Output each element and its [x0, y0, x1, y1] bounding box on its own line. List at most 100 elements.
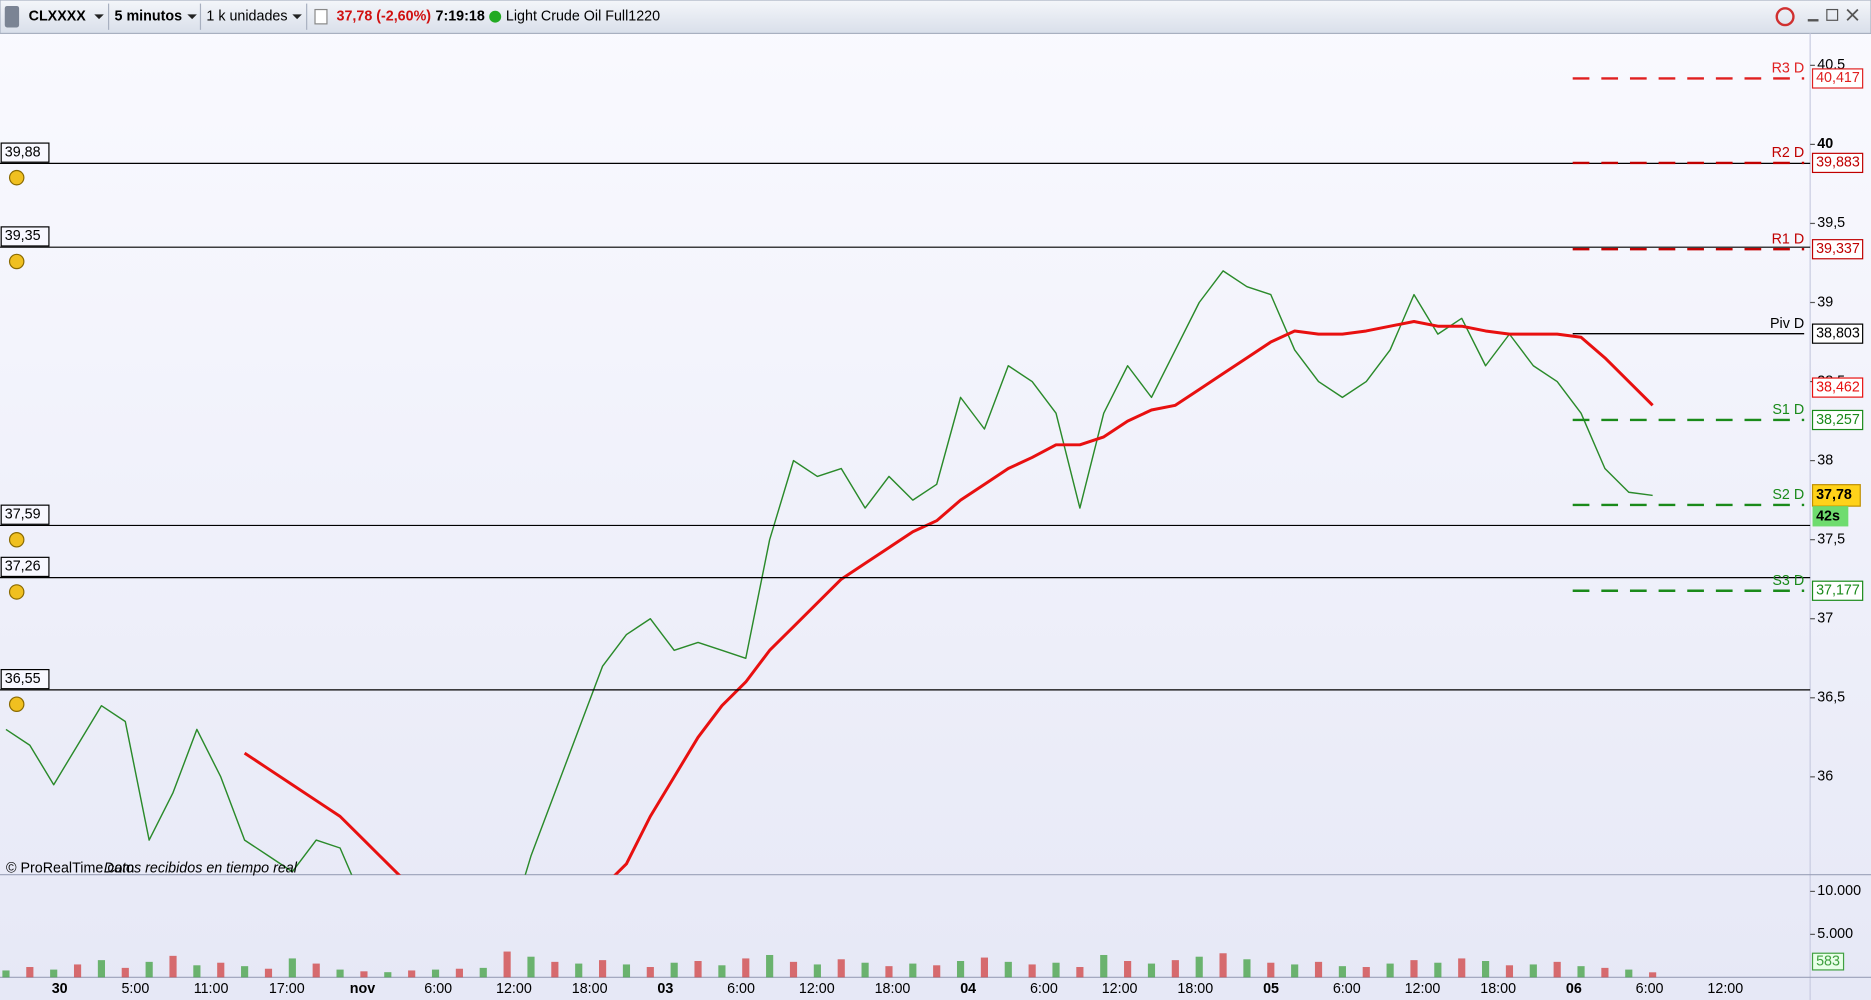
volume-bar: [670, 962, 678, 978]
volume-tick-label: 5.000: [1817, 926, 1853, 942]
volume-bar: [1028, 964, 1036, 978]
volume-bar: [1577, 966, 1585, 978]
time-tick-label: 6:00: [727, 981, 755, 997]
sync-icon[interactable]: [1775, 7, 1795, 27]
time-tick-label: 12:00: [1102, 981, 1138, 997]
volume-bar: [455, 968, 463, 978]
volume-bar: [1338, 966, 1346, 978]
dropdown-arrow: [187, 14, 197, 20]
volume-bar: [360, 971, 368, 978]
volume-bar: [885, 966, 893, 978]
alert-bell: [8, 532, 25, 548]
alert-label-box: [0, 556, 50, 578]
pivot-axis-label: 40,417: [1816, 70, 1860, 86]
units[interactable]: 1 k unidades: [206, 8, 287, 24]
time-tick-label: 05: [1263, 981, 1279, 997]
volume-bar: [1052, 962, 1060, 978]
ma-axis-box: [1811, 377, 1864, 398]
pivot-axis-box: [1811, 580, 1864, 601]
volume-bar: [1219, 953, 1227, 978]
time-tick-label: 04: [960, 981, 976, 997]
volume-bar: [527, 956, 535, 978]
alert-label: 36,55: [5, 671, 41, 687]
volume-bar: [1601, 967, 1609, 978]
volume-bar: [1004, 961, 1012, 978]
clock: 7:19:18: [436, 8, 485, 24]
volume-bar: [193, 965, 201, 978]
volume-bar: [1386, 963, 1394, 978]
volume-bar: [933, 965, 941, 978]
pivot-name: S3 D: [1772, 573, 1804, 589]
time-tick-label: 03: [657, 981, 673, 997]
minimize-button[interactable]: [1807, 19, 1819, 22]
volume-bar: [1458, 958, 1466, 978]
pivot-axis-label: 38,257: [1816, 412, 1860, 428]
volume-bar: [50, 969, 58, 978]
pivot-axis-box: [1811, 323, 1864, 344]
alert-bell: [8, 584, 25, 600]
price-tick-label: 37,5: [1817, 531, 1845, 547]
moving-average: [243, 319, 1654, 875]
volume-bar: [1625, 969, 1633, 978]
volume-bar: [956, 961, 965, 978]
symbol[interactable]: CLXXXX: [29, 8, 87, 24]
alert-label-box: [0, 142, 50, 163]
volume-bar: [336, 969, 344, 978]
instrument: Light Crude Oil Full1220: [506, 8, 660, 24]
timer-box: [1812, 506, 1849, 527]
alert-label-box: [0, 226, 50, 247]
dropdown-arrow: [94, 14, 104, 20]
menu-icon[interactable]: [4, 5, 20, 28]
volume-bar: [1076, 967, 1084, 978]
volume-last-label: 583: [1816, 953, 1840, 969]
volume-bar: [1314, 961, 1323, 978]
close-button[interactable]: [1846, 8, 1859, 21]
volume-bar: [1267, 962, 1275, 978]
toolbar: [0, 0, 1871, 35]
volume-bar: [1649, 972, 1657, 978]
volume-bar: [1171, 960, 1179, 978]
volume-bar: [694, 961, 702, 978]
price: [5, 270, 1653, 875]
volume-bar: [1243, 959, 1251, 978]
volume-bar: [837, 959, 845, 978]
price-tick-label: 37: [1817, 611, 1833, 627]
alert-label-box: [0, 669, 50, 690]
alert-bell: [8, 253, 25, 270]
volume-bar: [718, 965, 726, 978]
pivot-axis-box: [1811, 152, 1864, 174]
volume-bar: [813, 964, 821, 978]
alert-label: 37,26: [5, 559, 41, 575]
time-tick-label: 18:00: [572, 981, 608, 997]
time-tick-label: 30: [52, 981, 68, 997]
interval[interactable]: 5 minutos: [115, 8, 183, 24]
volume-bar: [909, 963, 917, 978]
pivot-name: Piv D: [1770, 316, 1804, 332]
copyright: © ProRealTime.com: [6, 861, 134, 877]
volume-bar: [217, 962, 225, 978]
restore-button[interactable]: [1826, 8, 1839, 21]
volume-bar: [1505, 965, 1514, 978]
time-tick-label: 12:00: [496, 981, 532, 997]
info-icon[interactable]: [314, 8, 328, 25]
alert-label-box: [0, 504, 50, 525]
volume-bar: [241, 966, 249, 978]
time-tick-label: 17:00: [269, 981, 305, 997]
ma-axis-label: 38,462: [1816, 379, 1860, 395]
status-dot: [489, 10, 502, 23]
price-tick-label: 36: [1817, 769, 1833, 785]
volume-last-box: [1811, 952, 1845, 971]
price-tick-label: 38: [1817, 452, 1833, 468]
time-tick-label: nov: [350, 981, 375, 997]
alert-label: 37,59: [5, 506, 41, 522]
volume-bar: [264, 968, 273, 978]
volume-bar: [503, 951, 511, 978]
volume-bar: [73, 964, 82, 978]
pivot-axis-label: 39,883: [1816, 155, 1860, 171]
volume-bar: [26, 967, 34, 978]
volume-bar: [288, 958, 296, 978]
alert-label: 39,88: [5, 144, 41, 160]
time-tick-label: 18:00: [1480, 981, 1516, 997]
alert-bell: [8, 696, 25, 712]
pivot-axis-label: 38,803: [1816, 325, 1860, 341]
